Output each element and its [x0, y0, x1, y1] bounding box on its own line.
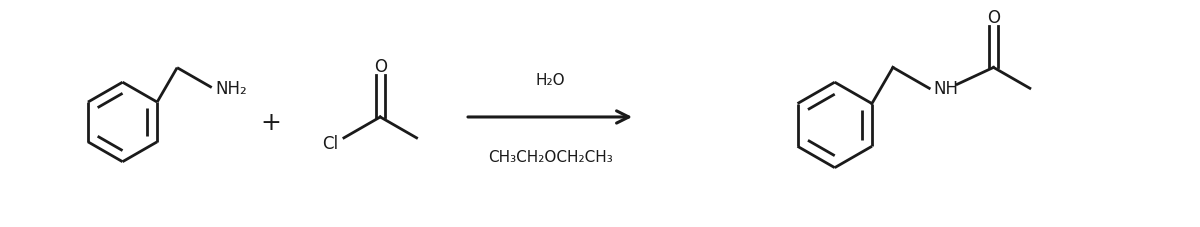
Text: NH₂: NH₂	[216, 79, 247, 97]
Text: +: +	[260, 111, 281, 134]
Text: H₂O: H₂O	[535, 73, 565, 88]
Text: NH: NH	[934, 80, 959, 98]
Text: Cl: Cl	[322, 134, 338, 152]
Text: O: O	[373, 58, 386, 76]
Text: CH₃CH₂OCH₂CH₃: CH₃CH₂OCH₂CH₃	[487, 149, 612, 164]
Text: O: O	[988, 9, 1000, 27]
